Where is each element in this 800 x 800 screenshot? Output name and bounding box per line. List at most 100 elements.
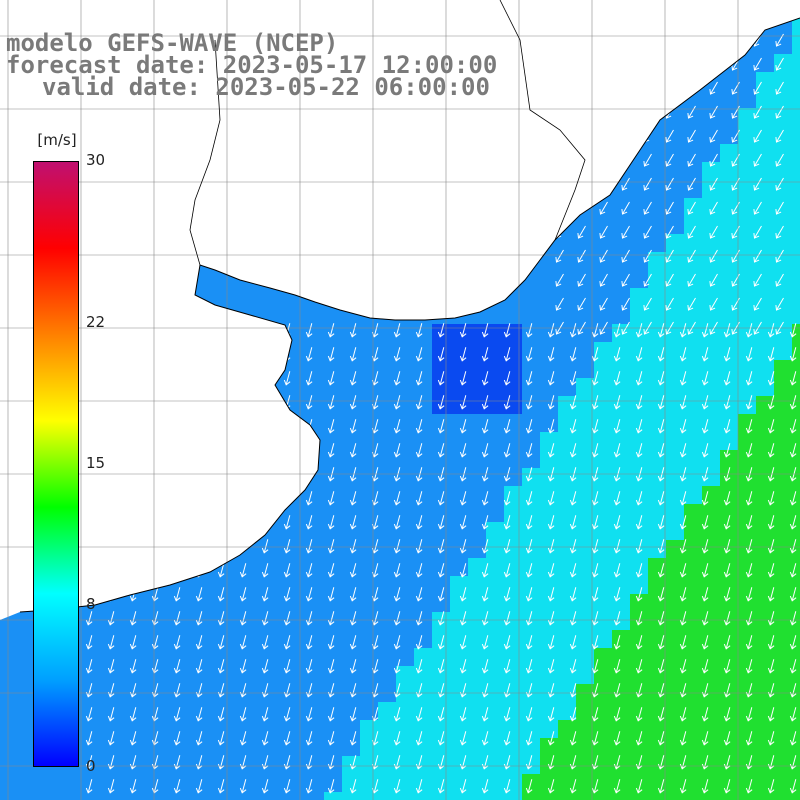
- wind-arrow: [437, 563, 445, 578]
- wind-arrow: [753, 273, 762, 287]
- wind-cell: [558, 396, 576, 414]
- wind-cell: [594, 360, 612, 378]
- wind-cell: [558, 792, 576, 800]
- wind-arrow: [459, 491, 467, 506]
- wind-arrow: [415, 755, 423, 770]
- wind-cell: [504, 792, 522, 800]
- wind-cell: [468, 576, 486, 594]
- wind-cell: [54, 774, 72, 792]
- wind-arrow: [665, 177, 674, 191]
- wind-arrow: [261, 611, 269, 626]
- wind-arrow: [767, 563, 775, 578]
- wind-arrow: [753, 177, 762, 191]
- wind-arrow: [525, 515, 533, 530]
- wind-cell: [378, 360, 396, 378]
- wind-arrow: [701, 371, 709, 386]
- wind-cell: [450, 450, 468, 468]
- wind-arrow: [591, 323, 599, 338]
- wind-cell: [540, 288, 558, 306]
- wind-arrow: [393, 707, 401, 722]
- wind-cell: [432, 594, 450, 612]
- wind-cell: [612, 288, 630, 306]
- wind-cell: [594, 648, 612, 666]
- wind-cell: [756, 270, 774, 288]
- wind-cell: [522, 594, 540, 612]
- wind-arrow: [503, 395, 511, 410]
- wind-arrow: [327, 347, 335, 362]
- wind-cell: [576, 342, 594, 360]
- wind-cell: [414, 720, 432, 738]
- wind-arrow: [753, 57, 762, 71]
- wind-arrow: [789, 443, 797, 458]
- wind-arrow: [635, 731, 643, 746]
- wind-cell: [630, 234, 648, 252]
- wind-cell: [756, 720, 774, 738]
- wind-arrow: [393, 395, 401, 410]
- wind-arrow: [679, 659, 687, 674]
- wind-cell: [432, 630, 450, 648]
- wind-arrow: [635, 587, 643, 602]
- wind-cell: [270, 612, 288, 630]
- wind-cell: [18, 648, 36, 666]
- wind-arrow: [503, 755, 511, 770]
- wind-cell: [630, 504, 648, 522]
- wind-cell: [432, 666, 450, 684]
- wind-cell: [504, 306, 522, 324]
- wind-cell: [360, 324, 378, 342]
- wind-arrow: [701, 347, 709, 362]
- wind-cell: [720, 108, 738, 126]
- wind-arrow: [745, 635, 753, 650]
- wind-cell: [630, 432, 648, 450]
- wind-cell: [234, 648, 252, 666]
- wind-cell: [594, 216, 612, 234]
- wind-arrow: [107, 611, 115, 626]
- wind-cell: [522, 378, 540, 396]
- wind-cell: [756, 432, 774, 450]
- wind-arrow: [305, 755, 313, 770]
- wind-cell: [702, 558, 720, 576]
- wind-cell: [486, 396, 504, 414]
- wind-cell: [90, 792, 108, 800]
- wind-cell: [576, 522, 594, 540]
- wind-arrow: [393, 443, 401, 458]
- wind-cell: [630, 720, 648, 738]
- wind-cell: [540, 414, 558, 432]
- wind-arrow: [283, 539, 291, 554]
- wind-cell: [450, 432, 468, 450]
- wind-cell: [378, 576, 396, 594]
- wind-cell: [612, 504, 630, 522]
- wind-arrow: [745, 755, 753, 770]
- wind-arrow: [723, 587, 731, 602]
- wind-cell: [216, 792, 234, 800]
- wind-cell: [792, 756, 800, 774]
- wind-cell: [576, 306, 594, 324]
- wind-cell: [522, 288, 540, 306]
- wind-arrow: [591, 587, 599, 602]
- wind-cell: [702, 774, 720, 792]
- border-line: [189, 39, 221, 266]
- wind-arrow: [789, 515, 797, 530]
- wind-cell: [306, 360, 324, 378]
- wind-cell: [198, 756, 216, 774]
- wind-arrow: [305, 347, 313, 362]
- wind-arrow: [657, 443, 665, 458]
- wind-cell: [756, 126, 774, 144]
- wind-cell: [324, 378, 342, 396]
- wind-arrow: [745, 371, 753, 386]
- wind-arrow: [753, 249, 762, 263]
- wind-cell: [234, 630, 252, 648]
- wind-cell: [648, 324, 666, 342]
- wind-cell: [648, 198, 666, 216]
- wind-cell: [684, 504, 702, 522]
- wind-arrow: [643, 225, 652, 239]
- wind-arrow: [459, 731, 467, 746]
- wind-arrow: [577, 273, 586, 287]
- wind-cell: [684, 360, 702, 378]
- wind-cell: [630, 486, 648, 504]
- wind-cell: [504, 360, 522, 378]
- wind-arrow: [635, 371, 643, 386]
- wind-cell: [612, 234, 630, 252]
- wind-cell: [468, 630, 486, 648]
- wind-cell: [342, 774, 360, 792]
